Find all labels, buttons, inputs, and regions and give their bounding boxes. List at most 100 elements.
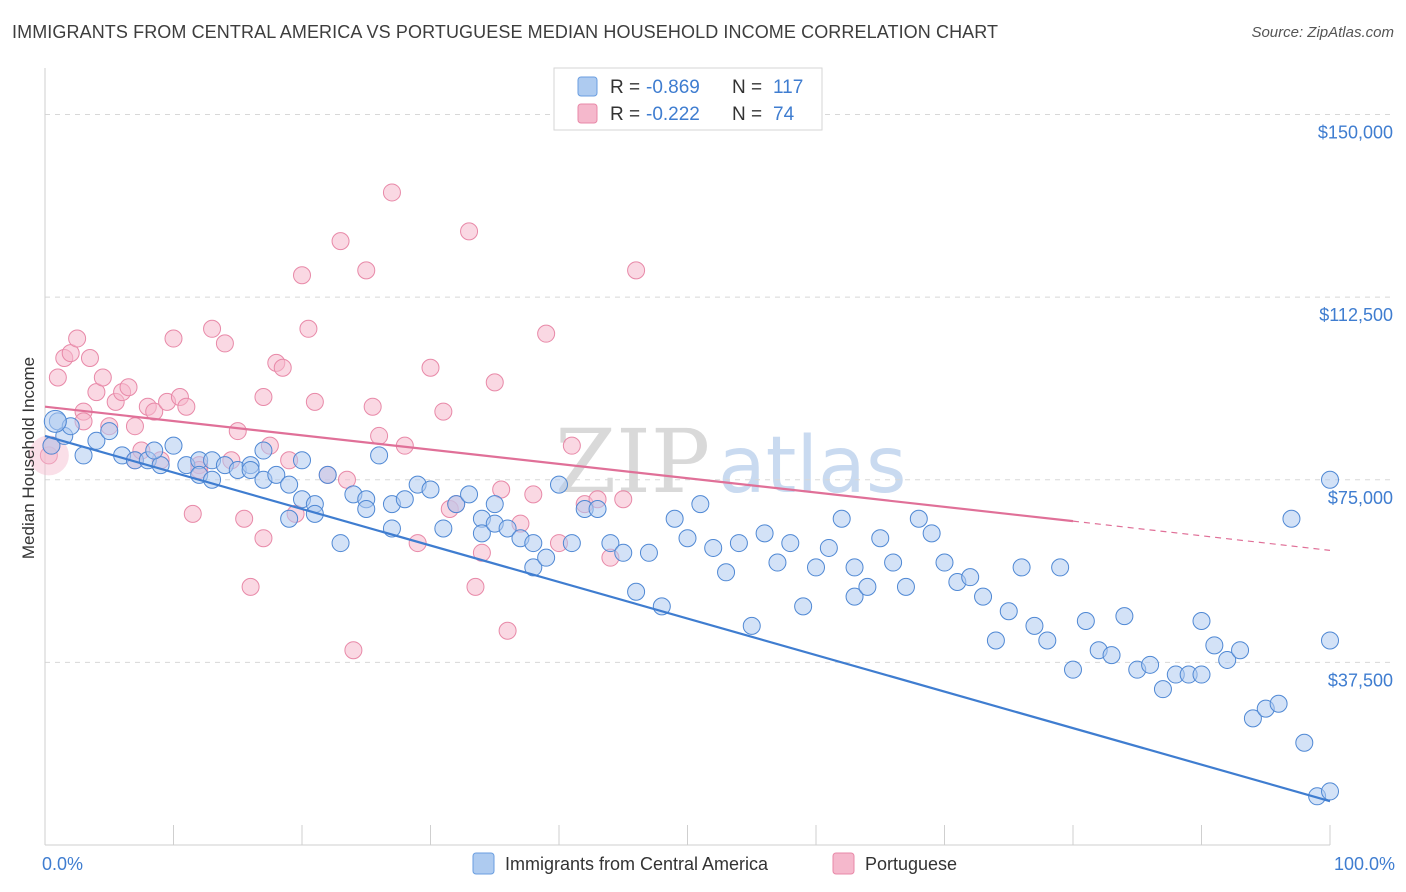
central-america-point bbox=[498, 519, 517, 538]
central-america-point bbox=[447, 495, 466, 514]
central-america-point bbox=[717, 563, 736, 582]
legend-swatch-blue bbox=[577, 76, 598, 97]
central-america-point bbox=[1205, 636, 1224, 655]
central-america-point bbox=[1192, 611, 1211, 630]
central-america-point bbox=[370, 446, 389, 465]
central-america-point bbox=[145, 441, 164, 460]
central-america-point bbox=[1282, 509, 1301, 528]
central-america-point bbox=[331, 534, 350, 553]
central-america-point bbox=[280, 475, 299, 494]
central-america-point bbox=[434, 519, 453, 538]
central-america-point bbox=[794, 597, 813, 616]
watermark-atlas: atlas bbox=[718, 421, 907, 511]
central-america-point bbox=[819, 538, 838, 557]
central-america-point bbox=[1012, 558, 1031, 577]
central-america-point bbox=[627, 582, 646, 601]
central-america-point bbox=[537, 548, 556, 567]
central-america-point bbox=[768, 553, 787, 572]
central-america-point bbox=[1218, 650, 1237, 669]
watermark-zip: ZIP bbox=[555, 410, 710, 513]
central-america-point bbox=[601, 534, 620, 553]
central-america-points bbox=[42, 409, 1339, 806]
legend-r-value-1: -0.869 bbox=[646, 77, 700, 98]
central-america-point bbox=[807, 558, 825, 577]
portuguese-point bbox=[254, 529, 273, 548]
central-america-point bbox=[305, 504, 324, 523]
trend-line-central-america bbox=[44, 434, 1331, 803]
portuguese-point bbox=[177, 397, 196, 416]
y-tick-label: $37,500 bbox=[1328, 670, 1393, 690]
legend-n-label-2: N = bbox=[732, 104, 762, 125]
portuguese-point bbox=[119, 378, 138, 397]
central-america-point bbox=[871, 529, 890, 548]
central-america-point bbox=[704, 538, 723, 557]
central-america-point bbox=[1115, 607, 1134, 626]
central-america-point bbox=[1192, 665, 1211, 684]
central-america-point bbox=[1321, 782, 1339, 801]
trend-line-portuguese bbox=[44, 405, 1074, 523]
central-america-point bbox=[1269, 694, 1288, 713]
series-label-central-america: Immigrants from Central America bbox=[505, 854, 769, 874]
central-america-point bbox=[87, 431, 106, 450]
portuguese-point bbox=[498, 621, 517, 640]
portuguese-point bbox=[466, 577, 485, 596]
central-america-point bbox=[524, 558, 543, 577]
central-america-point bbox=[961, 568, 980, 587]
central-america-point bbox=[524, 534, 543, 553]
central-america-point bbox=[1102, 646, 1121, 665]
central-america-point bbox=[550, 475, 568, 494]
legend-r-label-2: R = bbox=[610, 104, 640, 125]
portuguese-point bbox=[421, 358, 440, 377]
central-america-point bbox=[1295, 733, 1314, 752]
series-legend: Immigrants from Central America Portugue… bbox=[472, 852, 957, 875]
central-america-point bbox=[1321, 470, 1339, 489]
y-axis-label: Median Household Income bbox=[19, 357, 38, 559]
central-america-point bbox=[1051, 558, 1070, 577]
central-america-point bbox=[858, 577, 877, 596]
central-america-point bbox=[832, 509, 851, 528]
portuguese-point bbox=[472, 543, 491, 562]
source-credit: Source: ZipAtlas.com bbox=[1251, 24, 1394, 41]
portuguese-point bbox=[460, 222, 479, 241]
central-america-point bbox=[781, 534, 800, 553]
central-america-point bbox=[678, 529, 697, 548]
central-america-point bbox=[485, 495, 504, 514]
central-america-point bbox=[1076, 611, 1095, 630]
central-america-point bbox=[974, 587, 993, 606]
central-america-point bbox=[755, 524, 774, 543]
central-america-point bbox=[665, 509, 684, 528]
central-america-point bbox=[896, 577, 915, 596]
portuguese-point bbox=[305, 392, 324, 411]
central-america-point bbox=[280, 509, 299, 528]
portuguese-point bbox=[562, 436, 581, 455]
portuguese-point bbox=[273, 358, 292, 377]
legend-n-value-2: 74 bbox=[773, 104, 795, 125]
portuguese-point bbox=[370, 426, 389, 445]
portuguese-point bbox=[145, 402, 164, 421]
central-america-point bbox=[254, 441, 273, 460]
central-america-point bbox=[935, 553, 954, 572]
portuguese-point bbox=[125, 417, 144, 436]
portuguese-point bbox=[203, 319, 222, 338]
portuguese-point bbox=[614, 490, 633, 509]
central-america-point bbox=[1064, 660, 1082, 679]
central-america-point bbox=[1025, 616, 1044, 635]
y-tick-label: $75,000 bbox=[1328, 488, 1393, 508]
central-america-point bbox=[614, 543, 633, 562]
central-america-point bbox=[1231, 641, 1250, 660]
legend-n-value-1: 117 bbox=[773, 77, 803, 98]
portuguese-point bbox=[434, 402, 453, 421]
legend-box bbox=[553, 67, 823, 131]
central-america-point bbox=[293, 451, 311, 470]
central-america-point bbox=[1141, 655, 1160, 674]
portuguese-point bbox=[331, 232, 350, 251]
portuguese-point bbox=[241, 577, 260, 596]
portuguese-point bbox=[408, 534, 427, 553]
central-america-point bbox=[395, 490, 414, 509]
portuguese-point bbox=[382, 183, 401, 202]
portuguese-points bbox=[28, 183, 646, 660]
y-tick-label: $150,000 bbox=[1318, 123, 1393, 143]
central-america-point bbox=[884, 553, 903, 572]
portuguese-point bbox=[293, 266, 311, 285]
